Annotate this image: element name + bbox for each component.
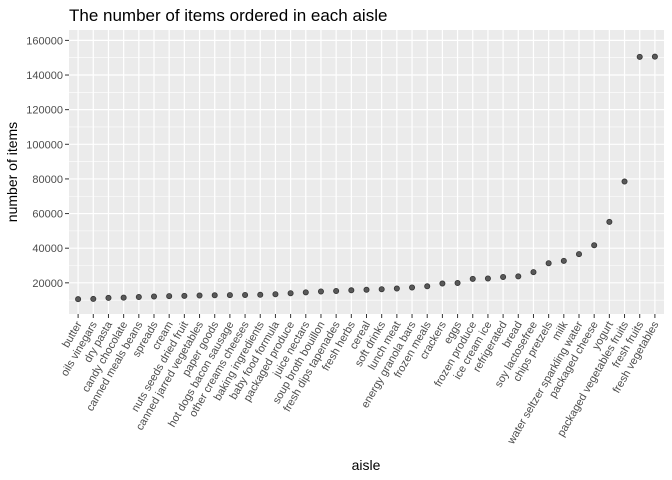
grid-major bbox=[69, 30, 664, 314]
y-tick-label: 60000 bbox=[32, 209, 63, 221]
data-point bbox=[348, 287, 355, 294]
y-tick-label: 120000 bbox=[26, 105, 63, 117]
data-point bbox=[393, 285, 400, 292]
y-tick-label: 80000 bbox=[32, 174, 63, 186]
data-point bbox=[242, 291, 249, 298]
data-point bbox=[150, 293, 157, 300]
data-points bbox=[75, 53, 658, 303]
data-point bbox=[196, 292, 203, 299]
y-axis: 20000 40000 60000 80000 100000 120000 140000 16… bbox=[26, 35, 69, 290]
y-axis-title: number of items bbox=[4, 122, 20, 222]
y-tick-label: 20000 bbox=[32, 278, 63, 290]
data-point bbox=[272, 291, 279, 298]
data-point bbox=[302, 289, 309, 296]
data-point bbox=[135, 294, 142, 301]
data-point bbox=[576, 251, 583, 258]
data-point bbox=[378, 286, 385, 293]
data-point bbox=[409, 284, 416, 291]
data-point bbox=[621, 178, 628, 185]
y-tick-label: 40000 bbox=[32, 243, 63, 255]
y-tick-label: 140000 bbox=[26, 70, 63, 82]
data-point bbox=[166, 293, 173, 300]
data-point bbox=[454, 280, 461, 287]
data-point bbox=[636, 53, 643, 60]
data-point bbox=[90, 295, 97, 302]
data-point bbox=[591, 242, 598, 249]
data-point bbox=[530, 269, 537, 276]
data-point bbox=[439, 280, 446, 287]
data-point bbox=[560, 257, 567, 264]
data-point bbox=[287, 290, 294, 297]
chart-title: The number of items ordered in each aisl… bbox=[69, 6, 387, 25]
data-point bbox=[226, 292, 233, 299]
data-point bbox=[545, 260, 552, 267]
data-point bbox=[257, 291, 264, 298]
data-point bbox=[606, 218, 613, 225]
data-point bbox=[651, 53, 658, 60]
data-point bbox=[469, 275, 476, 282]
x-axis-title: aisle bbox=[352, 457, 381, 473]
y-tick-label: 100000 bbox=[26, 139, 63, 151]
data-point bbox=[105, 294, 112, 301]
y-tick-label: 160000 bbox=[26, 35, 63, 47]
data-point bbox=[211, 292, 218, 299]
data-point bbox=[500, 273, 507, 280]
data-point bbox=[75, 296, 82, 303]
data-point bbox=[317, 288, 324, 295]
data-point bbox=[424, 283, 431, 290]
data-point bbox=[181, 292, 188, 299]
data-point bbox=[363, 286, 370, 293]
data-point bbox=[333, 287, 340, 294]
data-point bbox=[484, 275, 491, 282]
data-point bbox=[120, 294, 127, 301]
data-point bbox=[515, 273, 522, 280]
